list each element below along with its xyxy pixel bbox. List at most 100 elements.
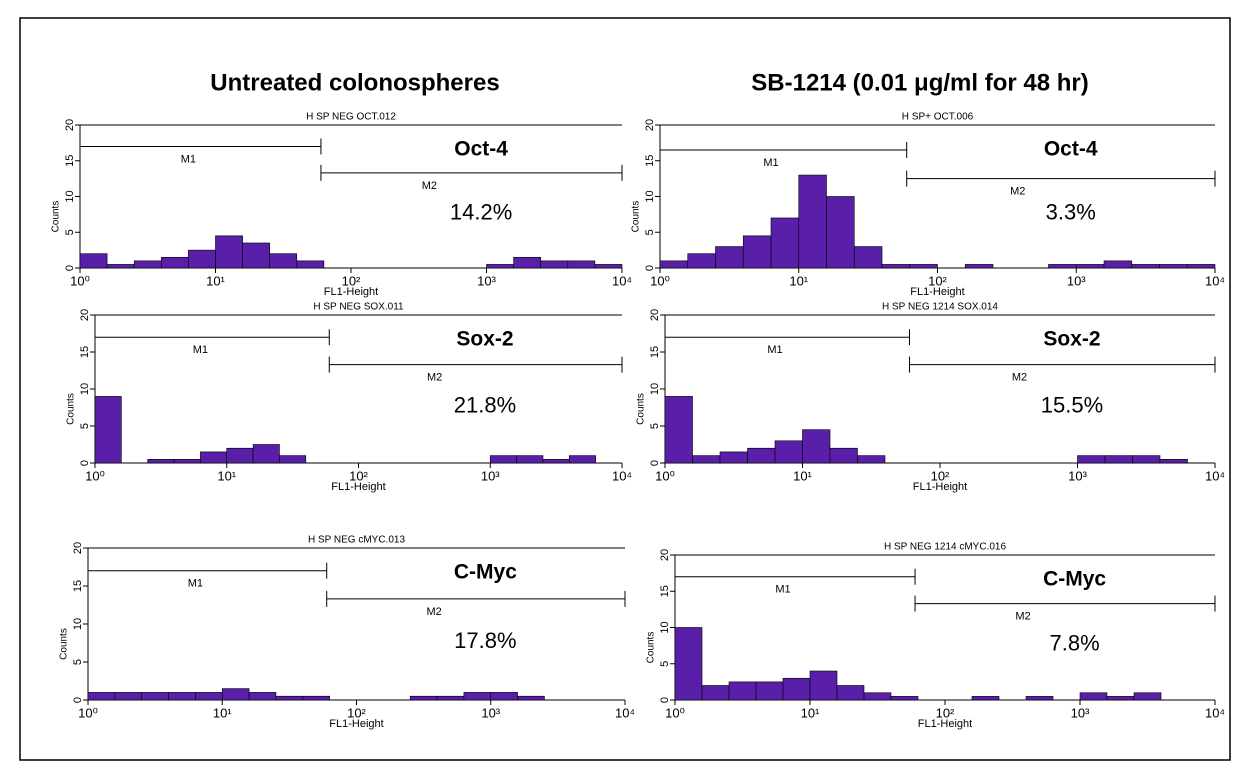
x-tick-label: 10⁴ [1205, 705, 1225, 720]
histogram-bar [1133, 692, 1162, 701]
histogram-bar [687, 253, 716, 269]
histogram-bar [1048, 264, 1077, 269]
plot-title: H SP NEG OCT.012 [306, 112, 396, 123]
histogram-bar [594, 264, 623, 269]
y-tick-label: 10 [72, 618, 84, 630]
y-tick-label: 0 [79, 460, 91, 466]
gate-label: M1 [193, 344, 208, 356]
histogram-bar [486, 264, 514, 269]
histogram-bar [742, 235, 772, 269]
histogram-bar [463, 692, 492, 701]
y-axis-label: Counts [51, 201, 62, 233]
x-axis-label: FL1-Height [918, 718, 972, 730]
histogram-bar [1131, 264, 1160, 269]
y-axis-label: Counts [631, 201, 642, 233]
histogram-bar [540, 260, 569, 269]
histogram-bar [195, 692, 223, 701]
histogram-bar [1103, 260, 1133, 269]
gate-label: M1 [763, 157, 778, 169]
x-tick-label: 10⁰ [665, 705, 685, 720]
x-axis-label: FL1-Height [913, 481, 967, 493]
x-tick-label: 10⁴ [612, 273, 632, 288]
figure-border [19, 17, 1231, 761]
x-tick-label: 10³ [1067, 273, 1086, 288]
y-tick-label: 10 [649, 383, 661, 395]
x-tick-label: 10¹ [213, 705, 232, 720]
plot-title: H SP NEG 1214 cMYC.016 [884, 542, 1007, 553]
histogram-bar [568, 455, 596, 464]
column-header: Untreated colonospheres [210, 69, 499, 96]
histogram-bar [490, 692, 518, 701]
y-tick-label: 20 [659, 549, 671, 561]
percent-label: 15.5% [1041, 393, 1103, 418]
x-axis-label: FL1-Height [331, 481, 385, 493]
histogram-bar [94, 396, 122, 464]
y-tick-label: 0 [64, 265, 76, 271]
histogram-bar [774, 440, 803, 464]
histogram-bar [747, 447, 776, 464]
histogram-bar [215, 235, 243, 269]
y-axis-label: Counts [646, 632, 657, 664]
x-tick-label: 10² [349, 468, 368, 483]
x-tick-label: 10⁴ [615, 705, 635, 720]
y-tick-label: 15 [79, 346, 91, 358]
histogram-bar [248, 692, 277, 701]
histogram-bar [1079, 692, 1108, 701]
histogram-bar [226, 447, 254, 464]
histogram-bar [567, 260, 596, 269]
histogram-bar [826, 196, 855, 269]
y-tick-label: 0 [72, 697, 84, 703]
histogram-bar [964, 264, 994, 269]
histogram-bar [1159, 458, 1188, 464]
y-tick-label: 10 [659, 621, 671, 633]
percent-label: 21.8% [454, 393, 516, 418]
x-tick-label: 10⁴ [612, 468, 632, 483]
x-axis-label: FL1-Height [324, 286, 378, 298]
y-tick-label: 0 [644, 265, 656, 271]
histogram-bar [489, 455, 517, 464]
histogram-bar [1075, 264, 1105, 269]
histogram-bar [1106, 696, 1135, 701]
histogram-bar [542, 458, 570, 464]
histogram-bar [692, 455, 721, 464]
histogram-bar [881, 264, 911, 269]
x-tick-label: 10⁴ [1205, 273, 1225, 288]
histogram-bar [160, 256, 189, 269]
x-tick-label: 10³ [477, 273, 496, 288]
histogram-bar [719, 451, 748, 464]
histogram-bar [1186, 264, 1216, 269]
x-tick-label: 10¹ [206, 273, 225, 288]
gate-label: M2 [427, 371, 442, 383]
gate-label: M2 [1012, 371, 1027, 383]
x-tick-label: 10¹ [793, 468, 812, 483]
histogram-bar [755, 681, 784, 701]
marker-label: C-Myc [1043, 568, 1106, 591]
y-tick-label: 20 [644, 119, 656, 131]
y-tick-label: 5 [72, 659, 84, 665]
y-tick-label: 20 [649, 309, 661, 321]
y-tick-label: 5 [79, 423, 91, 429]
y-tick-label: 0 [659, 697, 671, 703]
gate-label: M2 [422, 180, 437, 192]
column-header: SB-1214 (0.01 μg/ml for 48 hr) [751, 69, 1088, 96]
x-tick-label: 10⁰ [85, 468, 105, 483]
histogram-bar [664, 396, 693, 464]
x-axis-label: FL1-Height [910, 286, 964, 298]
histogram-bar [200, 451, 228, 464]
x-tick-label: 10⁰ [70, 273, 90, 288]
x-tick-label: 10¹ [801, 705, 820, 720]
x-tick-label: 10³ [481, 705, 500, 720]
histogram-bar [674, 627, 703, 701]
histogram-bar [1104, 455, 1133, 464]
x-axis-label: FL1-Height [329, 718, 383, 730]
histogram-bar [802, 429, 831, 464]
histogram-bar [436, 695, 465, 701]
y-tick-label: 10 [64, 190, 76, 202]
y-tick-label: 20 [79, 309, 91, 321]
x-tick-label: 10² [936, 705, 955, 720]
histogram-bar [141, 692, 169, 701]
histogram-bar [79, 253, 108, 269]
x-tick-label: 10⁰ [78, 705, 98, 720]
histogram-bar [513, 256, 542, 269]
y-tick-label: 15 [649, 346, 661, 358]
